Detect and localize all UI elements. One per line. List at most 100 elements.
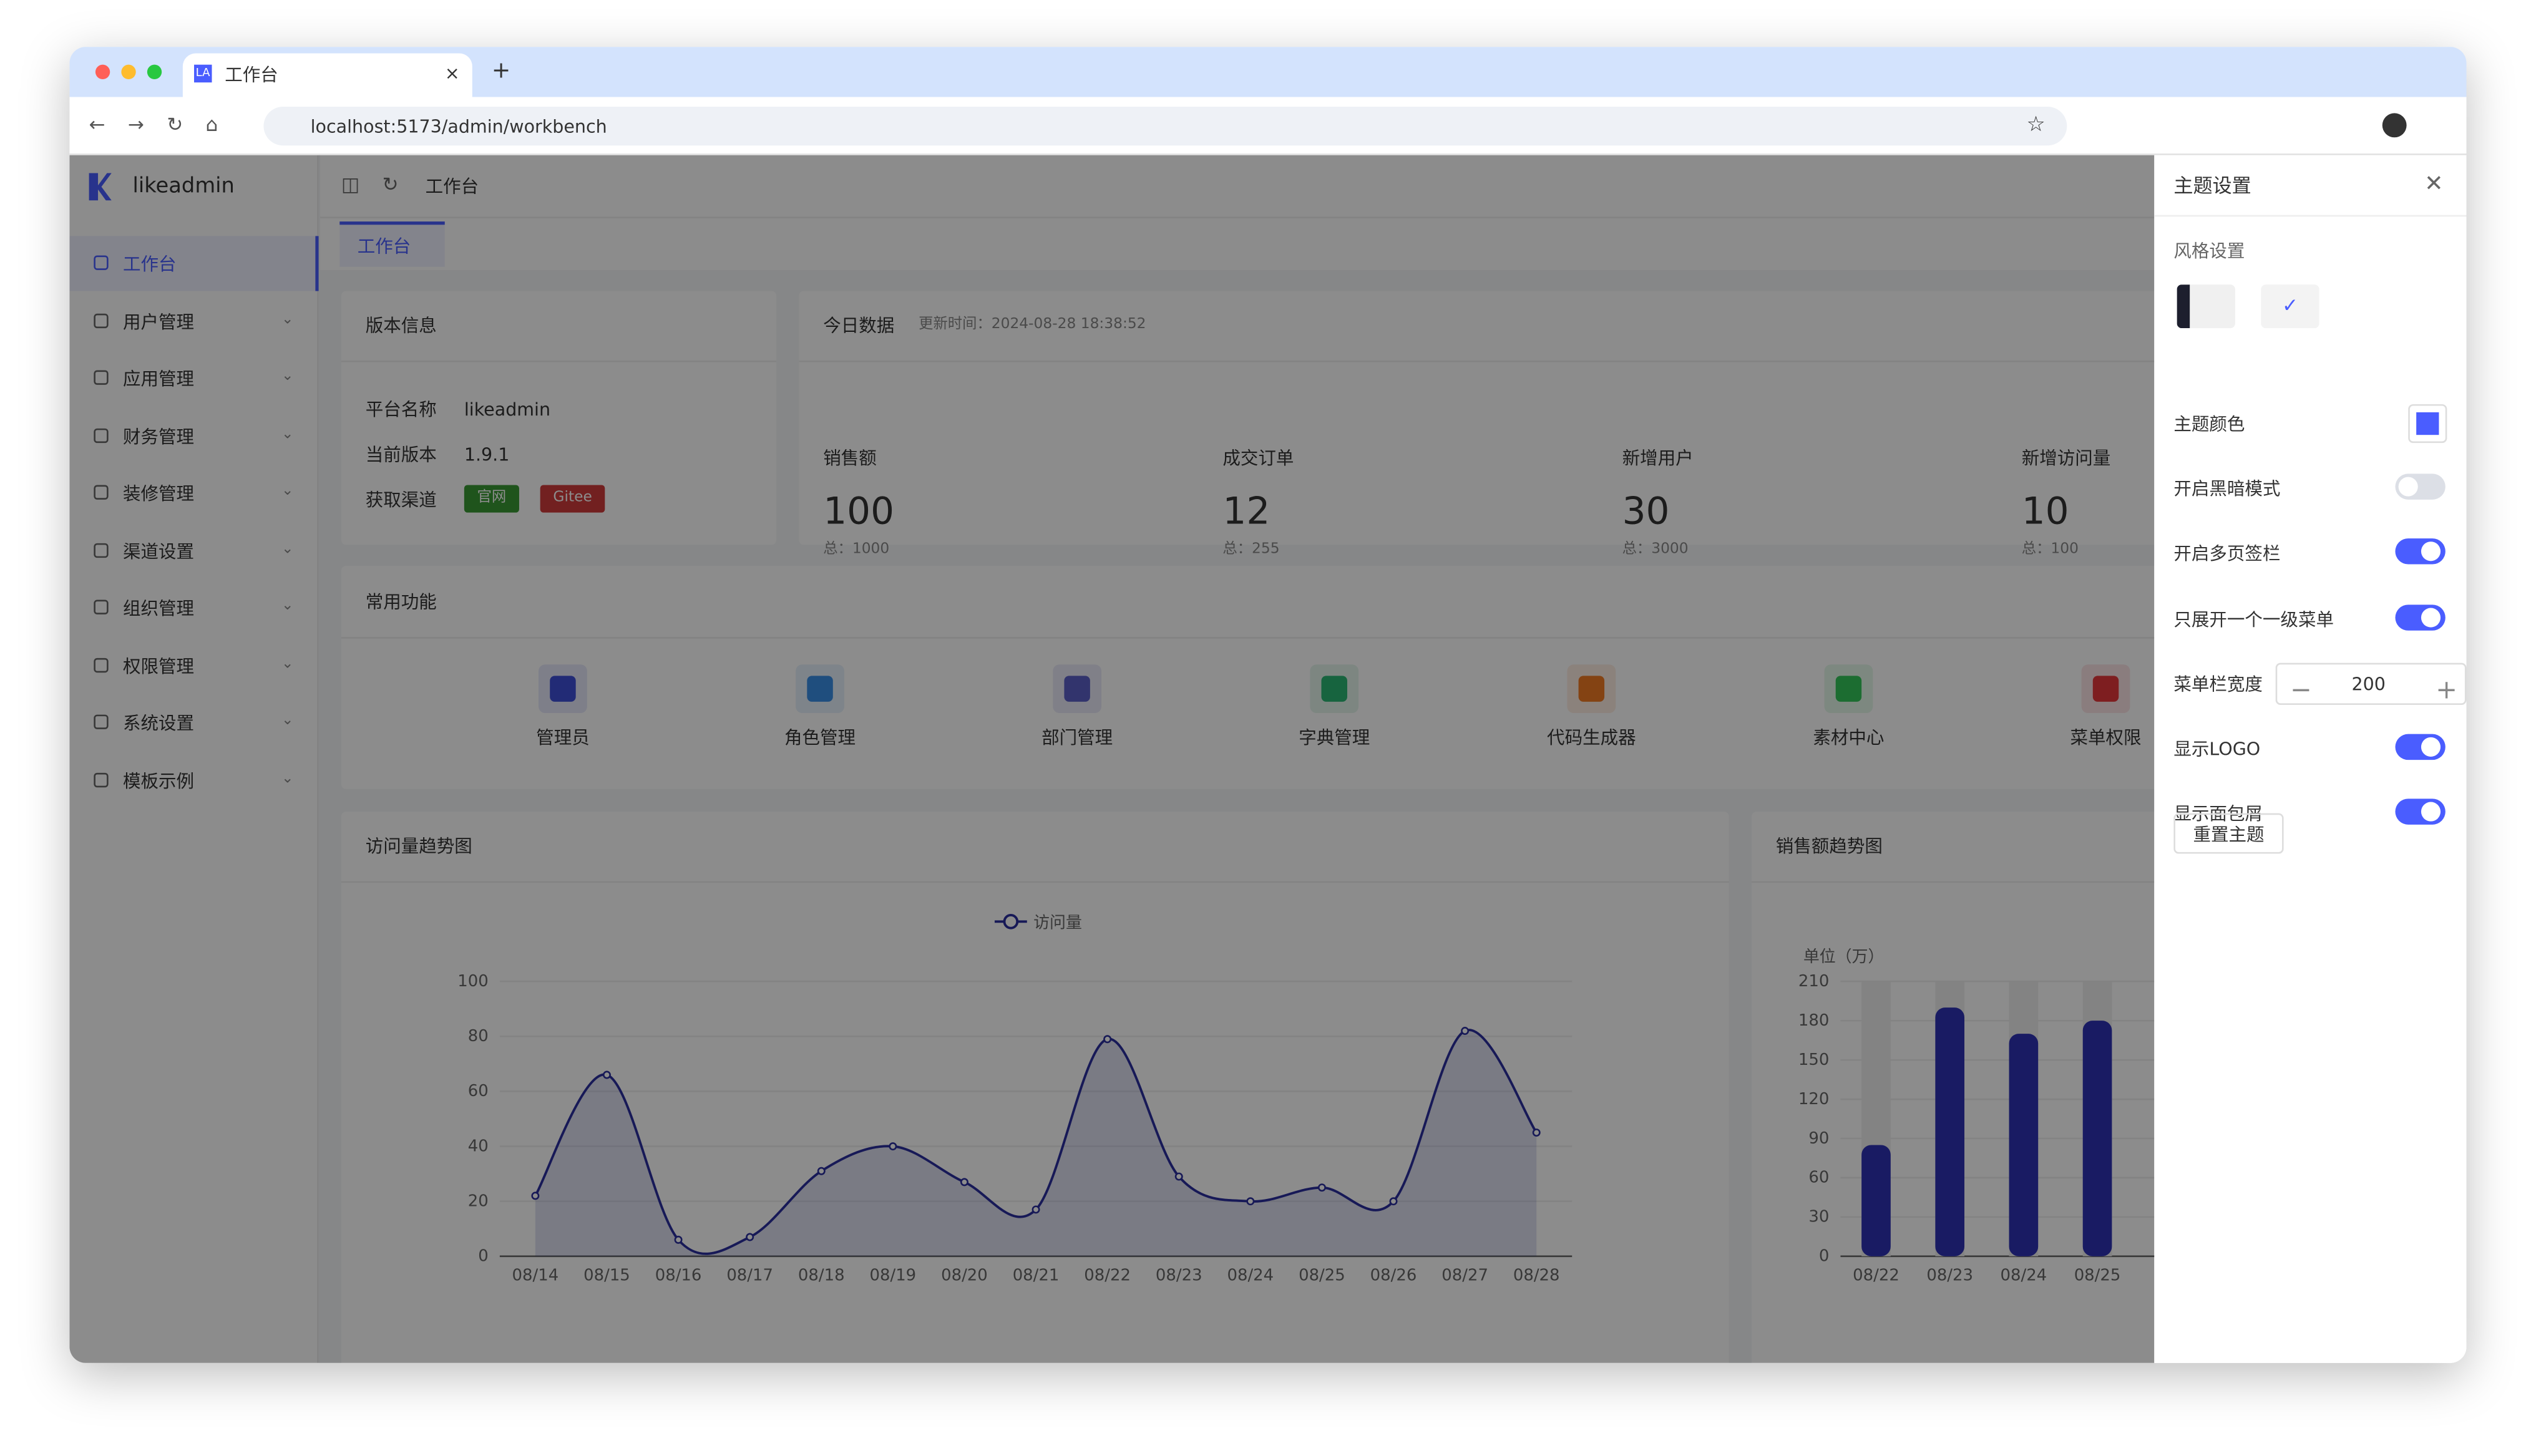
section-label: 风格设置 [2173, 241, 2245, 262]
toggle-knob [2421, 542, 2441, 562]
point [1031, 1205, 1040, 1214]
row-label: 当前版本 [365, 444, 437, 466]
card-title: 常用功能 [365, 591, 437, 613]
point [817, 1167, 826, 1175]
x-tick-label: 08/23 [1926, 1266, 1973, 1285]
bar [2082, 1021, 2112, 1256]
bar [1935, 1007, 1965, 1256]
setting-label: 开启黑暗模式 [2173, 478, 2281, 500]
minus[interactable]: − [2290, 674, 2312, 705]
point [1103, 1035, 1112, 1044]
new-tab[interactable]: + [491, 58, 511, 84]
function-glyph [807, 676, 833, 702]
function-glyph [1835, 676, 1862, 702]
drawer-close[interactable]: ✕ [2424, 171, 2444, 198]
channel-button[interactable]: 官网 [464, 485, 520, 513]
bar [2009, 1034, 2039, 1256]
toggle-knob [2421, 802, 2441, 822]
point [674, 1235, 683, 1244]
menu-label: 应用管理 [122, 368, 195, 390]
point [889, 1142, 897, 1151]
drawer-title: 主题设置 [2173, 174, 2251, 198]
function-label[interactable]: 部门管理 [1041, 727, 1113, 749]
profile[interactable] [2382, 113, 2407, 138]
y-tick-label: 120 [1798, 1090, 1829, 1109]
divider [341, 637, 2467, 639]
tab-bar: LA 工作台 × + [69, 47, 2467, 97]
card-title: 今日数据 [823, 315, 895, 337]
tab-title: 工作台 [225, 64, 278, 86]
theme-drawer: 主题设置 ✕ 风格设置 ✓ 主题颜色 开启黑暗模式 开启多页签栏 只展开一个一级菜单菜… [2154, 155, 2467, 1363]
number-input[interactable] [2275, 662, 2467, 705]
address-row: ←→↻⌂ localhost:5173/admin/workbench ☆ [69, 97, 2467, 155]
y-tick-label: 0 [478, 1247, 488, 1266]
browser-tab[interactable]: LA 工作台 × [182, 53, 472, 97]
x-tick-label: 08/22 [1084, 1266, 1131, 1285]
function-label[interactable]: 管理员 [536, 727, 590, 749]
point [1317, 1183, 1326, 1192]
function-label[interactable]: 菜单权限 [2070, 727, 2142, 749]
menu-icon [94, 427, 109, 442]
menu-label: 权限管理 [122, 655, 195, 677]
menu-label: 模板示例 [122, 770, 195, 792]
divider [341, 360, 777, 362]
x-tick-label: 08/15 [583, 1266, 630, 1285]
modal-overlay[interactable] [69, 155, 2155, 1363]
tab-close[interactable]: × [444, 63, 460, 84]
color-fill [2416, 412, 2439, 435]
menu-icon [94, 714, 109, 729]
function-glyph [1064, 676, 1090, 702]
x-tick-label: 08/24 [2001, 1266, 2047, 1285]
x-tick-label: 08/25 [2074, 1266, 2121, 1285]
y-tick-label: 210 [1798, 972, 1829, 991]
url-field[interactable]: localhost:5173/admin/workbench ☆ [263, 107, 2067, 146]
legend-mark [1003, 914, 1019, 929]
header-icons[interactable]: ◫↻ [341, 173, 421, 196]
point [1174, 1172, 1183, 1181]
divider [799, 360, 2467, 362]
style-light[interactable]: ✓ [2261, 284, 2319, 329]
stat-label: 新增用户 [1622, 447, 1694, 469]
chevron: ⌄ [281, 483, 294, 500]
stat-label: 销售额 [823, 447, 877, 469]
function-label[interactable]: 角色管理 [784, 727, 856, 749]
functions-card: 常用功能 管理员 角色管理 部门管理 字典管理 代码生成器 素材中心 菜单权限 [341, 566, 2467, 789]
function-glyph [1321, 676, 1347, 702]
x-tick-label: 08/20 [941, 1266, 988, 1285]
page-tab[interactable]: 工作台 [339, 221, 445, 267]
color-swatch[interactable] [2408, 404, 2447, 444]
y-tick-label: 100 [457, 972, 488, 991]
chevron: ⌄ [281, 712, 294, 729]
card-title: 版本信息 [365, 315, 437, 337]
stat-value: 100 [823, 491, 895, 534]
bookmark-star[interactable]: ☆ [2026, 113, 2046, 138]
close-dot [95, 64, 110, 79]
function-label[interactable]: 字典管理 [1299, 727, 1370, 749]
x-tick-label: 08/24 [1227, 1266, 1274, 1285]
x-tick-label: 08/28 [1513, 1266, 1560, 1285]
point [1389, 1197, 1398, 1206]
page-tab-label: 工作台 [357, 236, 411, 258]
bar [1861, 1145, 1891, 1256]
card-title: 访问量趋势图 [365, 835, 472, 857]
function-label[interactable]: 代码生成器 [1547, 727, 1636, 749]
update-time: 更新时间：2024-08-28 18:38:52 [919, 316, 1146, 333]
nav-buttons[interactable]: ←→↻⌂ [89, 113, 241, 136]
channel-button[interactable]: Gitee [540, 485, 605, 513]
point [531, 1191, 540, 1200]
reset-button[interactable]: 重置主题 [2173, 813, 2284, 854]
function-label[interactable]: 素材中心 [1813, 727, 1885, 749]
point [1461, 1027, 1470, 1036]
stat-total: 总：1000 [823, 541, 890, 558]
row-value: likeadmin [464, 399, 551, 420]
menu-item[interactable] [69, 236, 319, 291]
menu-icon [94, 542, 109, 557]
min-dot [121, 64, 136, 79]
point [746, 1233, 754, 1241]
toggle-knob [2421, 607, 2441, 627]
point [960, 1178, 968, 1187]
function-glyph [1578, 676, 1605, 702]
style-dark[interactable] [2177, 284, 2235, 329]
plus[interactable]: + [2436, 674, 2457, 705]
reset-label: 重置主题 [2193, 824, 2265, 846]
